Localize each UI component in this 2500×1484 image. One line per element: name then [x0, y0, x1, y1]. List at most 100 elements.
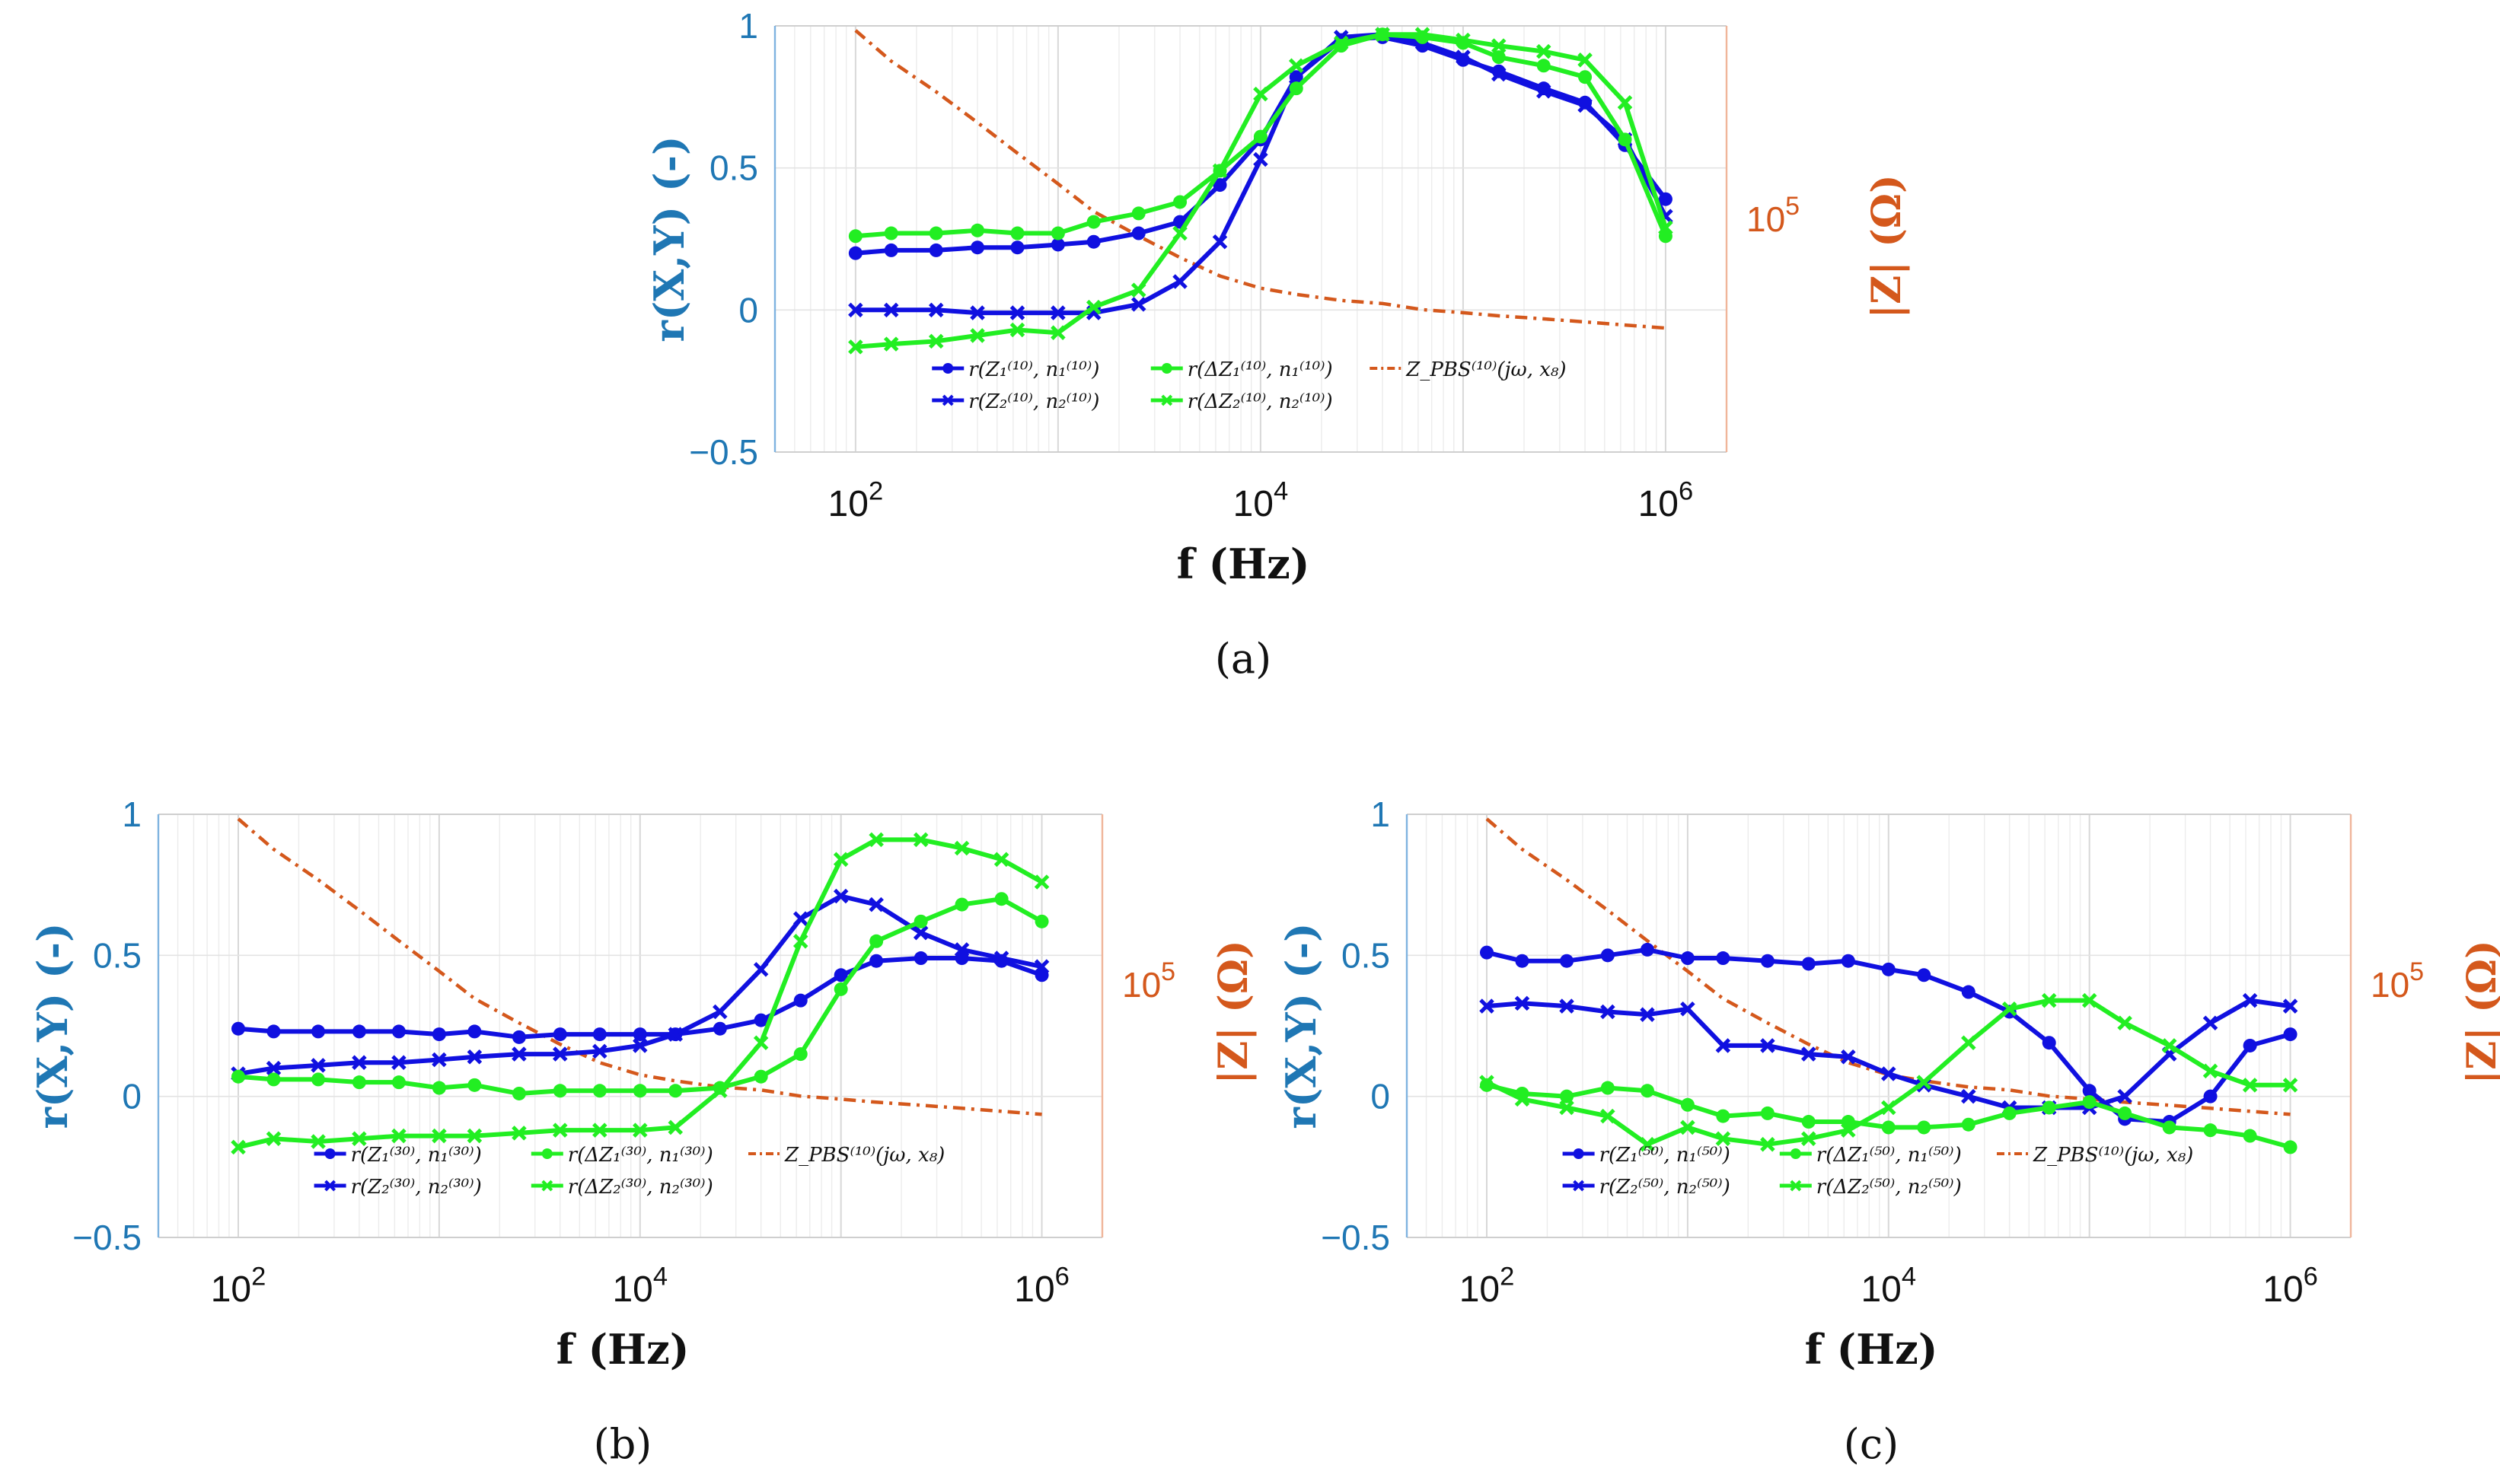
data-point	[467, 1078, 482, 1092]
data-point	[1515, 954, 1529, 968]
data-point	[432, 1027, 446, 1042]
data-point	[467, 1128, 483, 1144]
y-tick-label: 0.5	[1341, 935, 1390, 975]
data-point	[311, 1058, 326, 1073]
data-point	[668, 1119, 684, 1135]
data-point	[833, 852, 849, 868]
y2-tick-exp: 5	[1161, 957, 1175, 986]
data-point	[1881, 1120, 1896, 1135]
data-point	[1559, 998, 1574, 1014]
data-point	[1288, 58, 1304, 74]
y2-tick-label: 105	[1746, 192, 1800, 239]
data-point	[1288, 69, 1304, 84]
data-point	[753, 962, 769, 977]
data-point	[1640, 1007, 1655, 1022]
legend-marker	[942, 363, 954, 374]
data-point	[1456, 32, 1471, 48]
y-axis-label: r(X,Y) (-)	[1277, 922, 1325, 1129]
data-point	[1480, 945, 1494, 960]
data-point	[913, 832, 929, 848]
data-point	[2161, 1038, 2177, 1053]
data-point	[954, 942, 970, 957]
data-point	[1560, 954, 1574, 968]
data-point	[848, 229, 863, 244]
data-point	[2041, 992, 2057, 1008]
data-point	[2243, 1129, 2257, 1143]
data-point	[231, 1021, 246, 1036]
data-point	[1881, 1100, 1896, 1116]
data-point	[512, 1126, 527, 1141]
data-point	[792, 934, 808, 949]
data-point	[1333, 35, 1349, 51]
data-point	[1841, 1049, 1856, 1065]
legend: r(Z₁⁽³⁰⁾, n₁⁽³⁰⁾) r(ΔZ₁⁽³⁰⁾, n₁⁽³⁰⁾) Z_PBS…	[314, 1144, 945, 1199]
data-point	[1491, 66, 1507, 82]
data-point	[883, 302, 899, 318]
data-point	[1253, 86, 1268, 102]
data-point	[467, 1024, 482, 1039]
data-point	[1640, 1084, 1654, 1098]
grid	[158, 814, 1103, 1238]
data-point	[1640, 942, 1654, 957]
panel-caption: (b)	[594, 1420, 652, 1468]
x-tick-label: 106	[1014, 1262, 1070, 1310]
x-tick-label: 104	[1233, 476, 1289, 524]
data-point	[954, 840, 970, 856]
data-point	[1086, 234, 1101, 249]
data-point	[2202, 1063, 2218, 1079]
y-tick-label: 0	[122, 1077, 142, 1116]
y-tick-label: 0.5	[710, 148, 758, 188]
data-point	[1961, 985, 1975, 999]
legend-entry: r(Z₁⁽¹⁰⁾, n₁⁽¹⁰⁾)	[968, 358, 1099, 381]
data-point	[633, 1084, 647, 1098]
data-point	[391, 1128, 407, 1144]
data-point	[432, 1052, 447, 1068]
data-point	[1801, 1115, 1816, 1129]
series-2	[231, 888, 1050, 1081]
data-point	[1535, 84, 1551, 99]
data-point	[1010, 226, 1025, 240]
data-point	[1172, 225, 1188, 241]
data-point	[1961, 1035, 1976, 1051]
data-point	[2282, 998, 2298, 1014]
data-point	[884, 243, 898, 257]
data-point	[2042, 1100, 2056, 1115]
legend-marker	[541, 1148, 553, 1159]
data-point	[512, 1046, 527, 1062]
data-point	[848, 339, 863, 355]
x-tick-label-exp: 6	[1679, 476, 1693, 505]
data-point	[869, 896, 884, 912]
y-axis-label: r(X,Y) (-)	[28, 922, 77, 1129]
x-tick-label-exp: 2	[869, 476, 883, 505]
data-point	[1514, 995, 1530, 1011]
data-point	[1035, 914, 1049, 928]
y2-axis-label: |Z| (Ω)	[2459, 940, 2500, 1084]
data-point	[1051, 325, 1066, 340]
data-point	[971, 240, 985, 255]
data-point	[668, 1084, 683, 1098]
data-point	[1051, 305, 1066, 320]
y-tick-label: 1	[1370, 795, 1390, 834]
legend-marker	[1573, 1148, 1584, 1159]
series-4	[848, 27, 1673, 355]
data-point	[1086, 215, 1101, 229]
data-point	[2081, 992, 2097, 1008]
legend-entry: r(ΔZ₁⁽³⁰⁾, n₁⁽³⁰⁾)	[568, 1144, 713, 1167]
data-point	[592, 1043, 607, 1059]
legend-entry: r(Z₂⁽¹⁰⁾, n₂⁽¹⁰⁾)	[968, 390, 1099, 413]
data-point	[1514, 1091, 1530, 1107]
data-point	[1658, 192, 1673, 206]
x-tick-label-exp: 4	[1902, 1262, 1916, 1291]
data-point	[834, 982, 848, 996]
data-point	[352, 1131, 367, 1147]
y-tick-label: 0	[1370, 1077, 1390, 1116]
data-point	[1559, 1100, 1574, 1116]
legend-entry: r(ΔZ₁⁽¹⁰⁾, n₁⁽¹⁰⁾)	[1188, 358, 1333, 381]
data-point	[668, 1027, 684, 1042]
y2-tick-base: 10	[1746, 199, 1785, 239]
data-point	[869, 832, 884, 848]
data-point	[2042, 1036, 2056, 1050]
data-point	[1560, 1089, 1574, 1103]
